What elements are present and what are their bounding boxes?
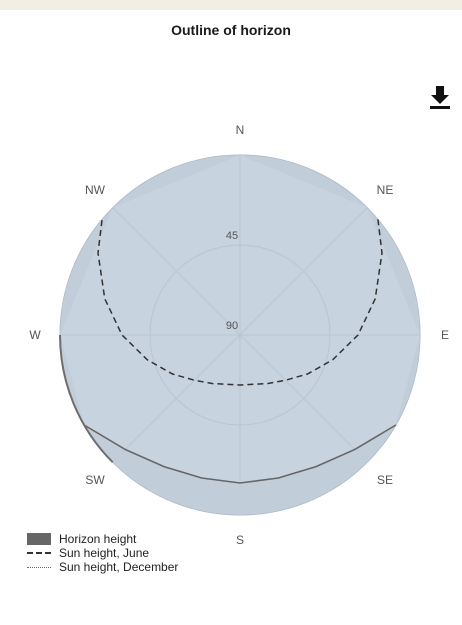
ring-label-90: 90 [226, 320, 238, 332]
legend-swatch-june [27, 552, 51, 554]
legend-item-june: Sun height, June [27, 546, 178, 560]
compass-label-ne: NE [377, 183, 394, 197]
legend: Horizon height Sun height, June Sun heig… [27, 532, 178, 574]
compass-label-sw: SW [85, 473, 105, 487]
sun-june-line [97, 219, 383, 386]
legend-swatch-horizon [27, 533, 51, 545]
legend-swatch-december [27, 566, 51, 568]
legend-item-horizon: Horizon height [27, 532, 178, 546]
download-button[interactable] [428, 84, 452, 110]
compass-label-s: S [236, 533, 244, 547]
top-strip [0, 0, 462, 10]
ring-label-45: 45 [226, 230, 238, 242]
legend-label-june: Sun height, June [59, 546, 150, 560]
grid-ring-45 [149, 244, 331, 426]
legend-item-december: Sun height, December [27, 560, 178, 574]
horizon-rim-shade [59, 334, 114, 463]
compass-label-se: SE [377, 473, 393, 487]
legend-label-december: Sun height, December [59, 560, 179, 574]
compass-label-w: W [29, 328, 41, 342]
legend-label-horizon: Horizon height [59, 532, 137, 546]
horizon-line [83, 424, 397, 484]
download-icon [430, 86, 450, 109]
chart-title: Outline of horizon [171, 22, 291, 38]
compass-label-nw: NW [85, 183, 106, 197]
compass-label-n: N [236, 123, 245, 137]
compass-label-e: E [441, 328, 449, 342]
